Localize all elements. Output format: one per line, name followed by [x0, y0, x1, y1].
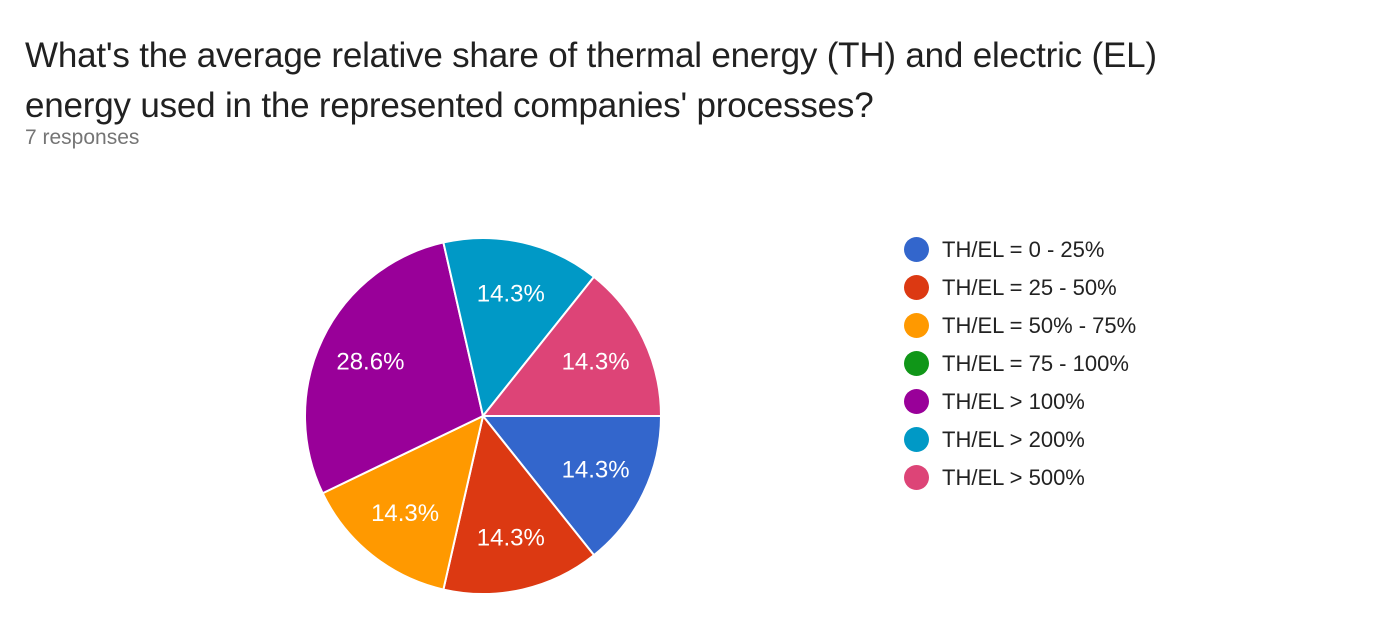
legend-color-dot: [904, 313, 929, 338]
legend-label: TH/EL = 0 - 25%: [942, 236, 1105, 262]
pie-slice-3[interactable]: [321, 415, 484, 591]
pie-slice-7[interactable]: [482, 275, 662, 417]
pie-slice-label-7: 14.3%: [562, 348, 630, 375]
pie-slice-label-6: 14.3%: [477, 281, 545, 308]
legend-color-dot: [904, 275, 929, 300]
legend-item-2: TH/EL = 25 - 50%: [904, 275, 1136, 300]
pie-slice-label-5: 28.6%: [336, 348, 404, 375]
legend-label: TH/EL = 75 - 100%: [942, 350, 1129, 376]
pie-chart: 14.3% 14.3% 14.3% 28.6% 14.3% 14.3%: [293, 226, 673, 606]
legend-item-3: TH/EL = 50% - 75%: [904, 313, 1136, 338]
chart-legend: TH/EL = 0 - 25% TH/EL = 25 - 50% TH/EL = 5…: [904, 237, 1136, 503]
legend-item-7: TH/EL > 500%: [904, 465, 1136, 490]
pie-slice-label-1: 14.3%: [562, 457, 630, 484]
legend-item-4: TH/EL = 75 - 100%: [904, 351, 1136, 376]
pie-slice-1[interactable]: [482, 415, 662, 557]
legend-label: TH/EL > 100%: [942, 388, 1085, 414]
legend-color-dot: [904, 389, 929, 414]
legend-label: TH/EL = 25 - 50%: [942, 274, 1117, 300]
pie-slice-5[interactable]: [304, 241, 484, 495]
pie-chart-svg: 14.3% 14.3% 14.3% 28.6% 14.3% 14.3%: [304, 237, 662, 595]
legend-label: TH/EL > 200%: [942, 426, 1085, 452]
pie-slice-6[interactable]: [442, 237, 595, 417]
legend-item-5: TH/EL > 100%: [904, 389, 1136, 414]
legend-item-1: TH/EL = 0 - 25%: [904, 237, 1136, 262]
pie-slice-2[interactable]: [442, 415, 595, 595]
response-count: 7 responses: [25, 126, 140, 149]
legend-color-dot: [904, 465, 929, 490]
pie-slice-label-2: 14.3%: [477, 524, 545, 551]
question-title-line-1: What's the average relative share of the…: [25, 36, 1157, 76]
legend-item-6: TH/EL > 200%: [904, 427, 1136, 452]
legend-label: TH/EL > 500%: [942, 464, 1085, 490]
pie-slice-label-3: 14.3%: [371, 500, 439, 527]
question-title-line-2: energy used in the represented companies…: [25, 86, 874, 126]
legend-color-dot: [904, 237, 929, 262]
question-title: What's the average relative share of the…: [25, 31, 1157, 131]
legend-label: TH/EL = 50% - 75%: [942, 312, 1137, 338]
legend-color-dot: [904, 427, 929, 452]
legend-color-dot: [904, 351, 929, 376]
